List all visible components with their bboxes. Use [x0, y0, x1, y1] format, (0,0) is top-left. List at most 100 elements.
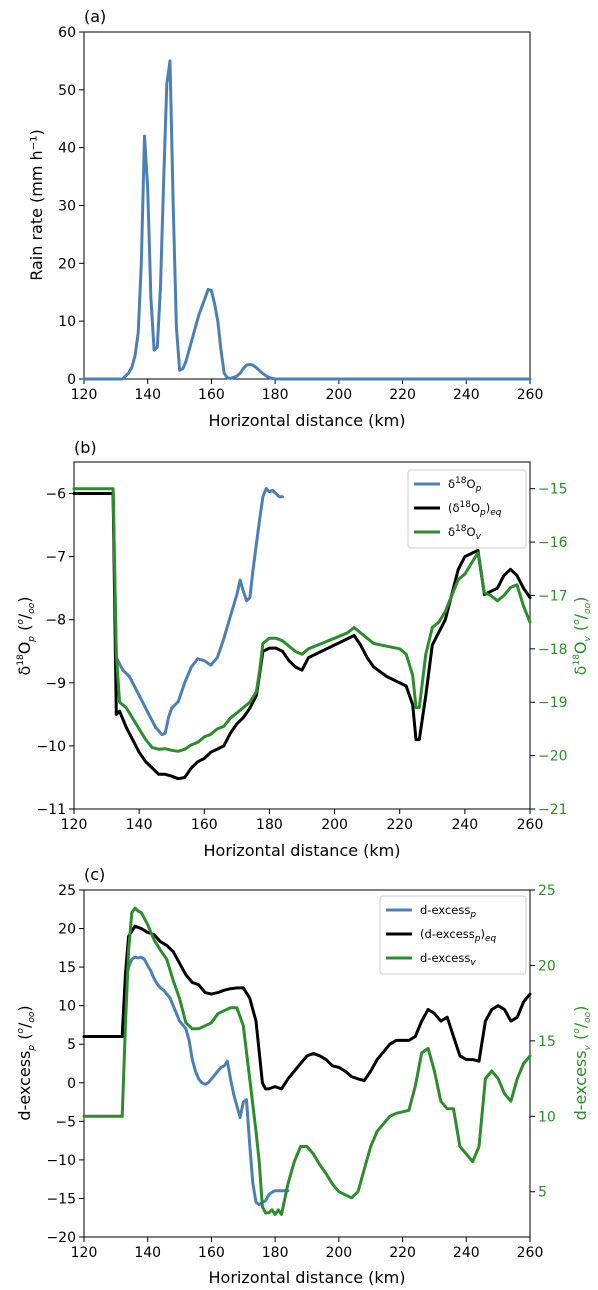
- right-y-tick-label: 15: [538, 1034, 556, 1050]
- series-line-1: [82, 924, 532, 1091]
- right-y-tick-label: −19: [538, 695, 568, 711]
- y-tick-label: 60: [58, 25, 76, 41]
- legend-entry-dexcess-v: d-excessv: [420, 951, 476, 968]
- right-y-tick-label: 25: [538, 883, 556, 899]
- x-tick-label: 240: [451, 817, 478, 833]
- right-y-tick-label: −21: [538, 802, 568, 818]
- y-tick-label: 0: [67, 1076, 76, 1092]
- x-tick-label: 260: [517, 1245, 544, 1261]
- y-tick-label: −11: [36, 802, 66, 818]
- series-line-2: [72, 487, 532, 753]
- legend-entry-dexcess-p: d-excessp: [420, 903, 476, 920]
- x-tick-label: 140: [134, 387, 161, 403]
- y-tick-label: −5: [55, 1114, 76, 1130]
- x-tick-label: 120: [71, 1245, 98, 1261]
- y-tick-label: −6: [45, 487, 66, 503]
- y-tick-label: −8: [45, 613, 66, 629]
- x-tick-label: 200: [321, 817, 348, 833]
- panel-c-x-axis-label: Horizontal distance (km): [209, 1268, 406, 1287]
- panel-b-label: (b): [74, 438, 97, 457]
- panel-a-label: (a): [84, 7, 106, 26]
- y-tick-label: −9: [45, 676, 66, 692]
- panel-c-left-y-axis-label: d-excessp (o/oo): [15, 1005, 37, 1120]
- y-tick-label: −15: [46, 1191, 76, 1207]
- panel-a: (a) 120 140 160 180 200 220 240 260 0 10 20 30 40 50…: [27, 7, 543, 430]
- x-tick-label: 140: [126, 817, 153, 833]
- panel-b-right-y-ticks: −21 −20 −19 −18 −17 −16 −15: [530, 482, 568, 818]
- panel-b: (b) 120 140 160 180 200 220 240 260 −11−10−9−8−…: [15, 438, 593, 860]
- right-y-tick-label: 10: [538, 1109, 556, 1125]
- x-tick-label: 120: [71, 387, 98, 403]
- y-tick-label: 15: [58, 960, 76, 976]
- panel-c-right-y-axis-label: d-excessv (o/oo): [571, 1006, 593, 1121]
- x-tick-label: 160: [191, 817, 218, 833]
- panel-b-x-axis-label: Horizontal distance (km): [204, 841, 401, 860]
- x-tick-label: 220: [389, 1245, 416, 1261]
- y-tick-label: 0: [67, 372, 76, 388]
- legend-box: [379, 895, 527, 975]
- panel-b-legend: δ18Op (δ18Op)eq δ18Ov: [407, 469, 527, 549]
- panel-a-y-axis-label: Rain rate (mm h⁻¹): [27, 129, 46, 281]
- x-tick-label: 220: [386, 817, 413, 833]
- series-line-0: [82, 955, 290, 1207]
- panel-b-left-y-ticks: −11 −10 −9 −8 −7 −6: [36, 487, 74, 818]
- series-line-0: [82, 59, 532, 381]
- x-tick-label: 120: [61, 817, 88, 833]
- y-tick-label: 20: [58, 922, 76, 938]
- right-y-tick-label: 20: [538, 958, 556, 974]
- x-tick-label: 180: [256, 817, 283, 833]
- right-y-tick-label: −17: [538, 588, 568, 604]
- y-tick-label: −10: [46, 1153, 76, 1169]
- panel-c: (c) 120 140 160 180 200 220 240 260 −20−15−10−5…: [15, 865, 593, 1287]
- panel-a-frame: [83, 31, 531, 380]
- right-y-tick-label: −15: [538, 482, 568, 498]
- x-tick-label: 260: [517, 817, 544, 833]
- x-tick-label: 240: [453, 1245, 480, 1261]
- panel-b-frame: [73, 461, 531, 810]
- panel-a-x-ticks: 120 140 160 180 200 220 240 260: [71, 379, 544, 403]
- panel-c-legend: d-excessp (d-excessp)eq d-excessv: [379, 895, 527, 975]
- x-tick-label: 260: [517, 387, 544, 403]
- y-tick-label: 40: [58, 141, 76, 157]
- y-tick-label: 10: [58, 999, 76, 1015]
- y-tick-label: 5: [67, 1037, 76, 1053]
- x-tick-label: 180: [262, 1245, 289, 1261]
- x-tick-label: 240: [453, 387, 480, 403]
- panel-c-frame: [83, 889, 531, 1238]
- right-y-tick-label: −20: [538, 749, 568, 765]
- panel-b-right-y-axis-label: δ18Ov (o/oo): [571, 597, 593, 676]
- panel-a-x-axis-label: Horizontal distance (km): [209, 411, 406, 430]
- y-tick-label: 50: [58, 83, 76, 99]
- panel-b-series: [72, 487, 532, 781]
- y-tick-label: 10: [58, 314, 76, 330]
- panel-b-x-ticks: 120 140 160 180 200 220 240 260: [61, 809, 544, 833]
- x-tick-label: 140: [134, 1245, 161, 1261]
- panel-c-x-ticks: 120 140 160 180 200 220 240 260: [71, 1237, 544, 1261]
- x-tick-label: 180: [262, 387, 289, 403]
- y-tick-label: 30: [58, 199, 76, 215]
- panel-a-series: [82, 59, 532, 381]
- panel-c-series: [82, 906, 532, 1216]
- panel-b-left-y-axis-label: δ18Op (o/oo): [15, 596, 37, 675]
- panel-c-label: (c): [84, 865, 105, 884]
- panel-c-left-y-ticks: −20 −15 −10 −5 0 5 10 15 20 25: [46, 883, 84, 1246]
- y-tick-label: −7: [45, 550, 66, 566]
- right-y-tick-label: 5: [538, 1185, 547, 1201]
- x-tick-label: 160: [198, 1245, 225, 1261]
- series-line-0: [72, 487, 284, 737]
- x-tick-label: 220: [389, 387, 416, 403]
- right-y-tick-label: −16: [538, 535, 568, 551]
- x-tick-label: 160: [198, 387, 225, 403]
- y-tick-label: 20: [58, 256, 76, 272]
- y-tick-label: −10: [36, 739, 66, 755]
- x-tick-label: 200: [325, 1245, 352, 1261]
- right-y-tick-label: −18: [538, 642, 568, 658]
- panel-a-y-ticks: 0 10 20 30 40 50 60: [58, 25, 84, 388]
- legend-box: [407, 469, 527, 549]
- y-tick-label: −20: [46, 1230, 76, 1246]
- series-line-1: [72, 492, 532, 781]
- panel-c-right-y-ticks: 5 10 15 20 25: [530, 883, 556, 1201]
- y-tick-label: 25: [58, 883, 76, 899]
- series-line-2: [82, 906, 532, 1216]
